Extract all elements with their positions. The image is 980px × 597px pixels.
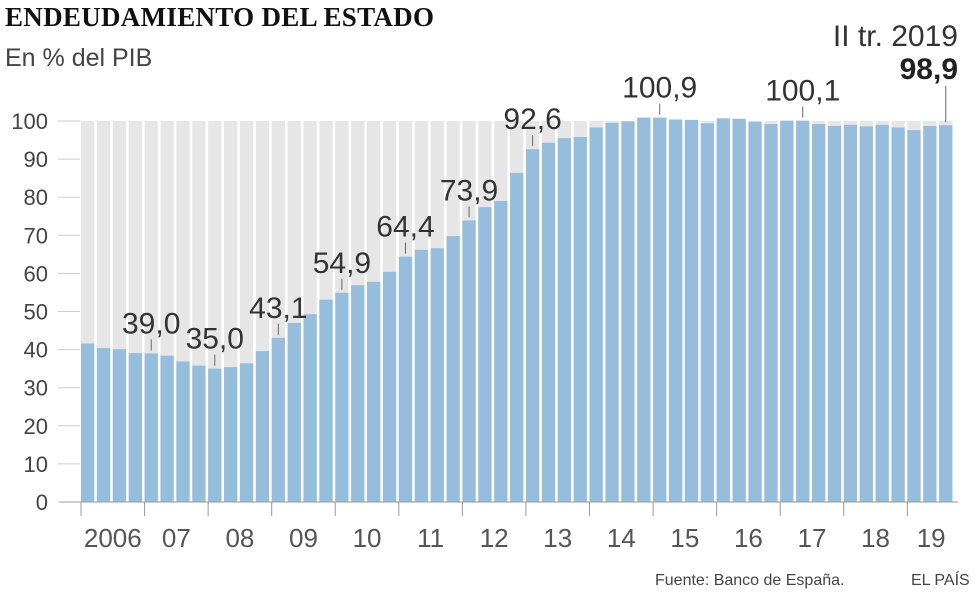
bar [907, 130, 921, 503]
bar [732, 118, 746, 503]
x-tick-label: 10 [353, 523, 382, 553]
data-label: 100,1 [765, 75, 840, 108]
bar [478, 207, 492, 502]
bar [653, 117, 667, 503]
data-label: 64,4 [376, 211, 434, 244]
bar [112, 349, 127, 502]
bar [525, 149, 540, 502]
bar [128, 353, 142, 502]
data-label: 100,9 [622, 72, 697, 105]
latest-period-label: II tr. 2019 [832, 20, 958, 53]
x-tick-label: 11 [417, 523, 444, 553]
bar [239, 363, 254, 502]
data-label: 35,0 [186, 323, 244, 356]
bar [764, 124, 778, 502]
x-tick-label: 08 [225, 523, 254, 553]
bar [303, 314, 317, 502]
bar [541, 142, 556, 503]
y-tick-label: 50 [24, 300, 48, 325]
bar [430, 248, 444, 502]
y-tick-label: 40 [24, 338, 48, 363]
bar [382, 271, 397, 502]
bar [843, 124, 858, 502]
bar [573, 137, 587, 502]
data-label: 43,1 [249, 292, 307, 325]
bar [96, 348, 111, 502]
x-tick-label: 07 [162, 523, 191, 553]
data-label: 39,0 [122, 307, 180, 340]
bar [510, 172, 524, 503]
y-tick-label: 100 [11, 109, 48, 134]
chart-title: ENDEUDAMIENTO DEL ESTADO [5, 2, 435, 32]
x-tick-label: 19 [917, 523, 946, 553]
bar [589, 127, 603, 503]
x-tick-label: 17 [798, 523, 827, 553]
bar [351, 285, 365, 502]
y-tick-label: 10 [24, 452, 48, 477]
y-tick-label: 30 [24, 376, 48, 401]
bar [859, 126, 873, 503]
bar [176, 361, 190, 502]
bar [494, 201, 508, 502]
bar [208, 368, 222, 502]
latest-value-label: 98,9 [899, 53, 958, 86]
data-label: 92,6 [503, 103, 561, 136]
x-tick-label: 18 [861, 523, 890, 553]
chart-subtitle: En % del PIB [5, 44, 153, 72]
bar [160, 355, 174, 502]
bar [335, 292, 349, 502]
bar [923, 125, 937, 502]
y-tick-label: 90 [24, 147, 48, 172]
bar [287, 322, 301, 502]
bar [398, 256, 413, 502]
bar [462, 220, 476, 503]
bar [255, 351, 270, 502]
bar [637, 117, 651, 503]
data-label: 54,9 [313, 247, 371, 280]
x-tick-label: 09 [289, 523, 318, 553]
x-tick-label: 16 [734, 523, 763, 553]
bar [224, 367, 238, 502]
bar [684, 119, 699, 503]
bar [81, 343, 95, 502]
y-tick-label: 20 [24, 414, 48, 439]
source-note: Fuente: Banco de España. [655, 572, 845, 589]
bar [605, 122, 619, 502]
bar [414, 249, 428, 502]
bar [811, 124, 826, 502]
bar [668, 119, 683, 502]
y-tick-label: 80 [24, 185, 48, 210]
x-tick-label: 15 [670, 523, 699, 553]
bar [780, 120, 794, 502]
bar [319, 299, 333, 502]
brand-label: EL PAÍS [911, 572, 970, 589]
y-tick-label: 70 [24, 223, 48, 248]
bar [446, 236, 460, 502]
bar [748, 121, 762, 503]
bar [700, 123, 715, 502]
bar [796, 120, 810, 502]
y-tick-label: 0 [36, 490, 48, 515]
bar [939, 125, 953, 502]
bar [367, 281, 381, 502]
x-tick-label: 12 [480, 523, 509, 553]
x-tick-label: 14 [607, 523, 636, 553]
bar [827, 125, 842, 502]
x-tick-label: 2006 [84, 523, 142, 553]
y-tick-label: 60 [24, 261, 48, 286]
bar [621, 121, 635, 503]
bar [875, 124, 889, 502]
bar [716, 118, 730, 502]
bar [144, 353, 158, 502]
bar [557, 138, 572, 502]
x-tick-label: 13 [543, 523, 572, 553]
bar [271, 337, 285, 502]
bar [192, 365, 206, 502]
data-label: 73,9 [440, 174, 498, 207]
bar [891, 127, 905, 503]
